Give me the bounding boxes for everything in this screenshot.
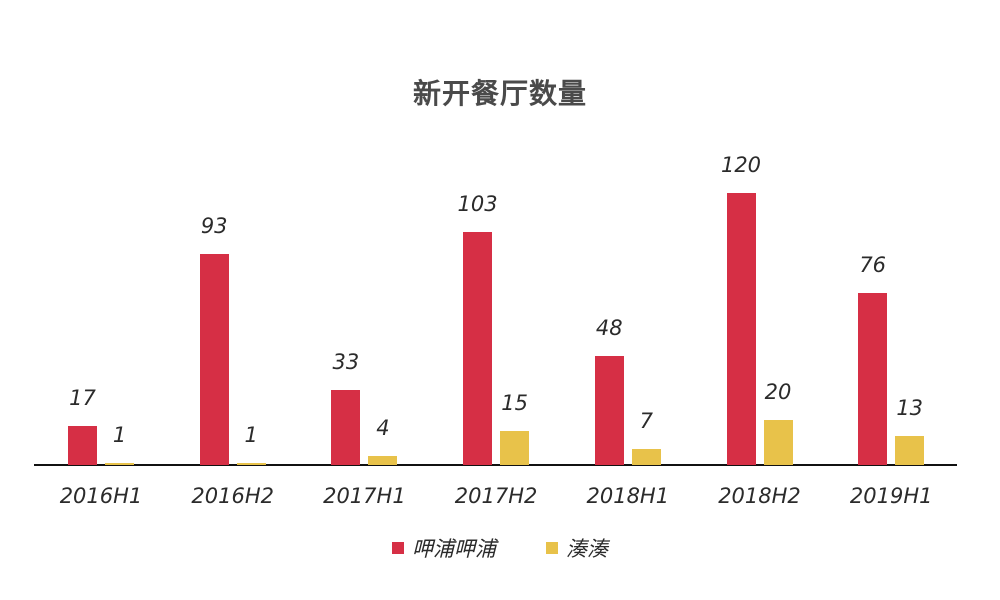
bar-series-b-2018H2: [763, 420, 793, 465]
x-tick-label: 2017H1: [323, 484, 406, 508]
bar-series-a-2017H1: [331, 390, 361, 465]
bar-series-a-2017H2: [463, 232, 493, 465]
legend-item: 呷浦呷浦: [392, 533, 496, 563]
bar-series-b-2018H1: [631, 449, 661, 465]
x-tick-label: 2018H2: [718, 484, 801, 508]
data-label: 1: [244, 423, 258, 447]
bar-series-a-2016H2: [199, 254, 229, 465]
data-label: 76: [859, 253, 887, 277]
data-label: 33: [332, 350, 360, 374]
data-label: 17: [69, 386, 96, 410]
bar-series-a-2018H2: [726, 193, 756, 465]
x-axis-line: [34, 464, 957, 466]
bar-series-b-2016H1: [105, 463, 134, 465]
data-label: 4: [376, 416, 390, 440]
legend-label: 呷浦呷浦: [412, 537, 496, 561]
x-tick-label: 2019H1: [849, 484, 933, 508]
data-label: 7: [639, 409, 653, 433]
data-label: 20: [764, 380, 792, 404]
bar-series-b-2017H2: [500, 431, 530, 465]
data-label: 48: [595, 316, 623, 340]
data-label: 93: [200, 214, 228, 238]
legend-swatch-icon: [546, 542, 558, 554]
data-label: 120: [720, 153, 762, 177]
data-label: 13: [896, 396, 924, 420]
x-tick-label: 2016H2: [191, 484, 274, 508]
chart-title: 新开餐厅数量: [412, 77, 587, 110]
legend-item: 湊湊: [546, 533, 608, 563]
legend: 呷浦呷浦 湊湊: [0, 533, 1000, 563]
legend-swatch-icon: [392, 542, 404, 554]
bar-series-a-2016H1: [68, 426, 97, 465]
bar-series-b-2016H2: [236, 463, 266, 465]
data-label: 1: [112, 423, 127, 447]
data-label: 15: [501, 391, 528, 415]
x-tick-label: 2016H1: [59, 484, 143, 508]
x-tick-label: 2017H2: [454, 484, 538, 508]
bar-series-a-2018H1: [594, 356, 624, 465]
legend-label: 湊湊: [566, 537, 608, 561]
x-tick-label: 2018H1: [586, 484, 670, 508]
bar-series-a-2019H1: [858, 293, 888, 465]
bar-series-b-2019H1: [895, 436, 925, 465]
bar-series-b-2017H1: [368, 456, 398, 465]
data-label: 103: [457, 192, 498, 216]
